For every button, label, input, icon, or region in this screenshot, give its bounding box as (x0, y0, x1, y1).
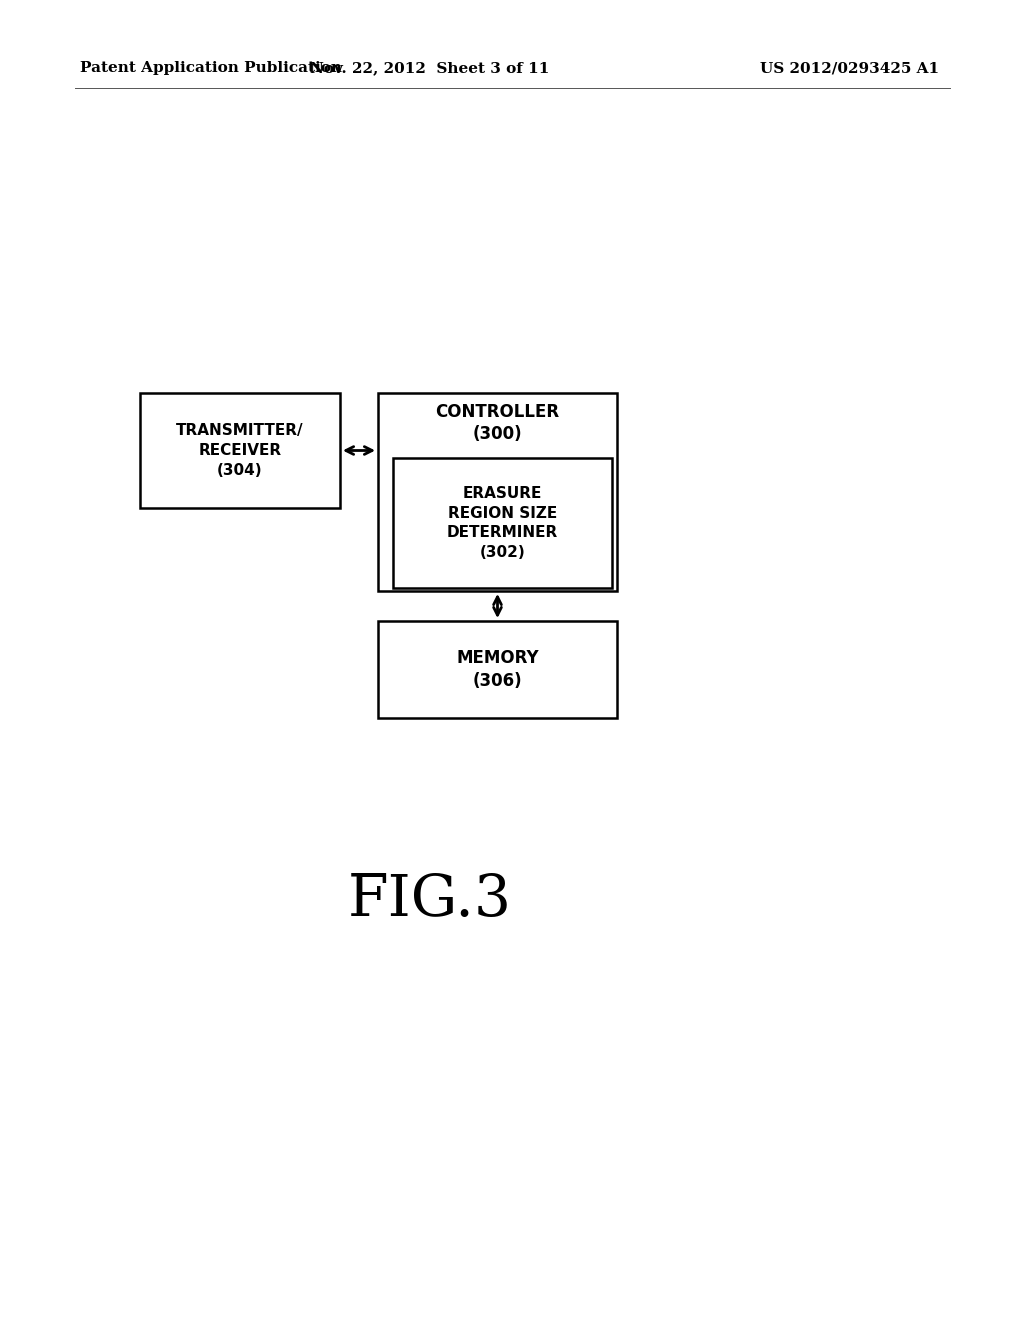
Text: TRANSMITTER/
RECEIVER
(304): TRANSMITTER/ RECEIVER (304) (176, 424, 304, 478)
Bar (140, 393, 340, 508)
Text: Patent Application Publication: Patent Application Publication (80, 61, 342, 75)
Text: CONTROLLER
(300): CONTROLLER (300) (435, 403, 559, 444)
Text: ERASURE
REGION SIZE
DETERMINER
(302): ERASURE REGION SIZE DETERMINER (302) (446, 486, 558, 560)
Text: MEMORY
(306): MEMORY (306) (456, 649, 539, 689)
Bar (393, 458, 612, 587)
Bar (378, 393, 617, 591)
Text: Nov. 22, 2012  Sheet 3 of 11: Nov. 22, 2012 Sheet 3 of 11 (310, 61, 550, 75)
Bar (378, 620, 617, 718)
Text: US 2012/0293425 A1: US 2012/0293425 A1 (761, 61, 940, 75)
Text: FIG.3: FIG.3 (348, 873, 512, 928)
